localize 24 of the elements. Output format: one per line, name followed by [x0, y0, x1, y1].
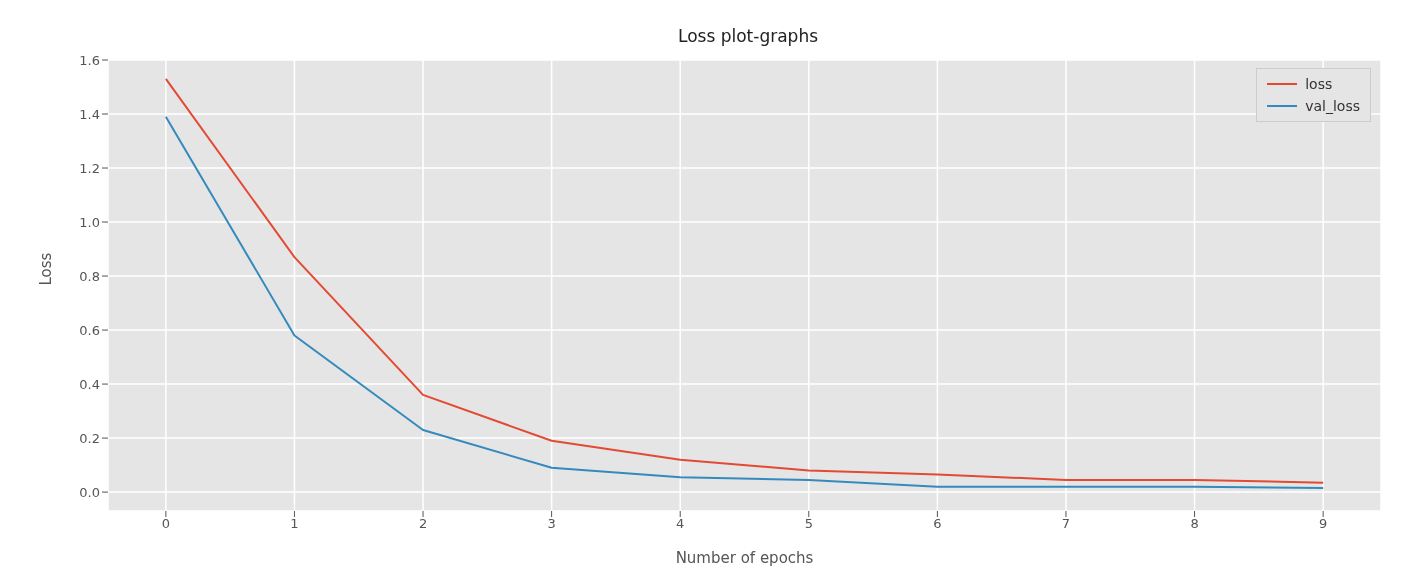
x-axis-title: Number of epochs — [675, 549, 814, 567]
x-tick-label: 3 — [547, 516, 556, 532]
x-tick-label: 7 — [1061, 516, 1071, 532]
legend-label: loss — [1305, 76, 1333, 92]
x-tick-label: 8 — [1190, 516, 1199, 532]
x-tick-label: 9 — [1319, 516, 1328, 532]
x-tick-label: 4 — [676, 516, 685, 532]
y-tick-label: 0.2 — [79, 430, 100, 446]
y-tick-label: 1.0 — [79, 214, 100, 230]
x-tick-label: 0 — [161, 516, 170, 532]
x-tick-label: 1 — [290, 516, 299, 532]
y-tick-label: 0.6 — [79, 322, 100, 338]
x-tick-label: 6 — [933, 516, 942, 532]
legend-label: val_loss — [1305, 98, 1360, 114]
x-tick-label: 5 — [804, 516, 813, 532]
y-axis-title: Loss — [37, 252, 56, 286]
x-tick-label: 2 — [418, 516, 428, 532]
y-tick-label: 0.8 — [79, 268, 100, 284]
y-tick-label: 1.4 — [79, 106, 100, 122]
chart-title: Loss plot-graphs — [677, 26, 819, 46]
y-tick-label: 1.2 — [79, 160, 100, 176]
y-tick-label: 0.4 — [79, 376, 100, 392]
y-tick-label: 0.0 — [79, 484, 100, 500]
y-tick-label: 1.6 — [79, 52, 100, 68]
